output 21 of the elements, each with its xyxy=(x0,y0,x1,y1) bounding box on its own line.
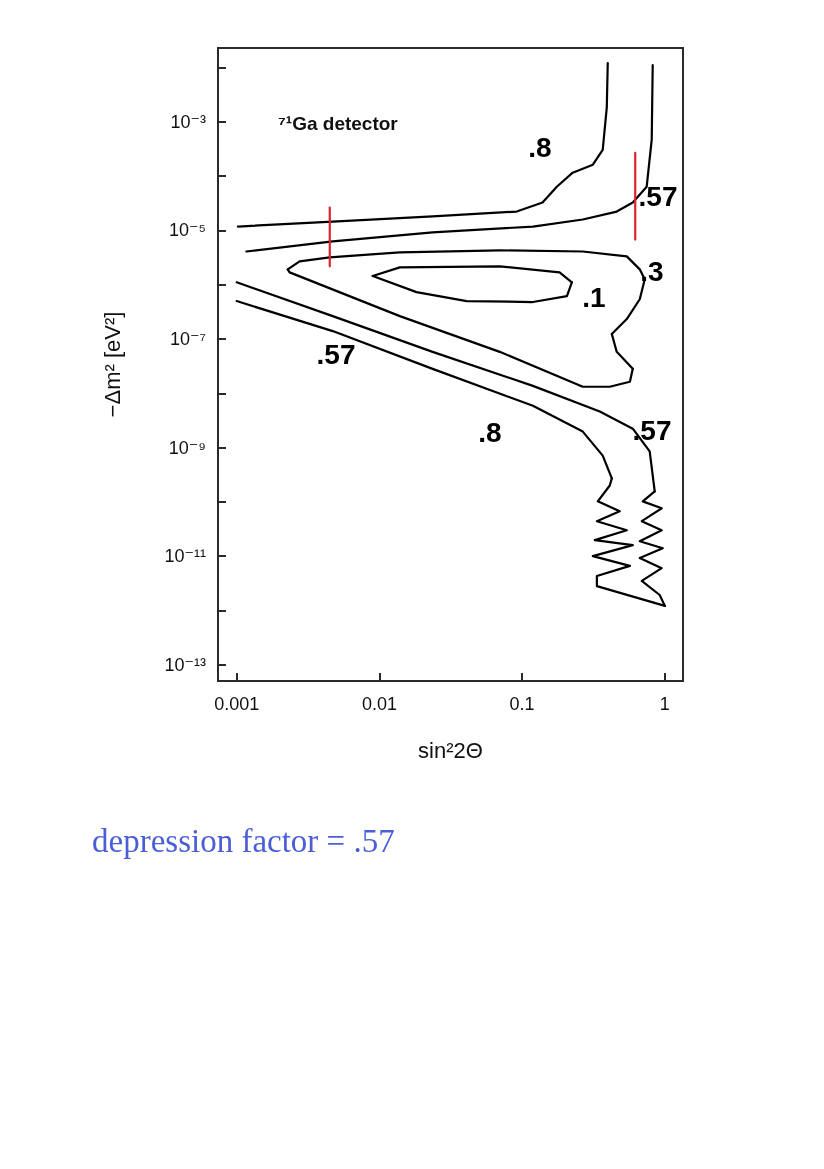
y-tick-label: 10⁻⁹ xyxy=(168,437,206,458)
y-tick-label: 10⁻¹³ xyxy=(164,654,206,675)
y-tick-label: 10⁻³ xyxy=(170,111,206,132)
annotation: .57 xyxy=(316,338,356,370)
annotation: .57 xyxy=(638,180,678,212)
annotation: .3 xyxy=(640,255,664,287)
annotation: ⁷¹Ga detector xyxy=(278,113,399,134)
x-tick-label: 0.001 xyxy=(214,694,260,714)
x-tick-label: 1 xyxy=(659,694,670,714)
y-tick-label: 10⁻⁵ xyxy=(169,220,206,241)
y-tick-label: 10⁻⁷ xyxy=(169,329,206,350)
annotation: .57 xyxy=(632,414,672,446)
annotation: .8 xyxy=(478,416,502,448)
y-axis-title: −Δm² [eV²] xyxy=(99,311,125,418)
x-tick-label: 0.1 xyxy=(509,694,535,714)
text: depression factor = .57 xyxy=(92,822,395,859)
y-tick-label: 10⁻¹¹ xyxy=(164,546,206,567)
annotation: .8 xyxy=(528,131,552,163)
x-tick-label: 0.01 xyxy=(361,694,397,714)
annotation: .1 xyxy=(582,281,606,313)
x-axis-title: sin²2Θ xyxy=(418,737,483,763)
